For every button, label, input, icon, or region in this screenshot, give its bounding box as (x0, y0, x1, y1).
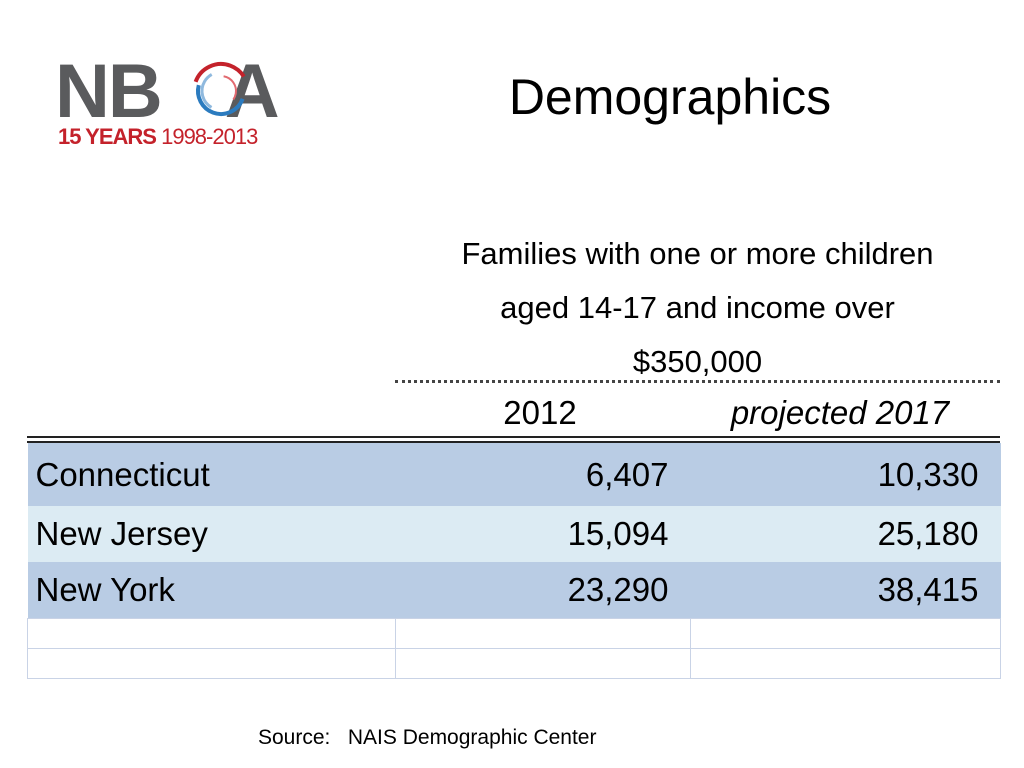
column-header-2012: 2012 (503, 394, 577, 431)
logo-wordmark-left: NB (55, 49, 163, 134)
value-2017-cell: 25,180 (690, 506, 1001, 562)
state-cell: Connecticut (27, 443, 396, 506)
column-header-projected-2017: projected 2017 (730, 394, 950, 431)
dotted-divider (395, 380, 1000, 383)
table-row: New York 23,290 38,415 (27, 562, 1001, 619)
logo-tagline: 15 YEARS 1998-2013 (58, 124, 258, 150)
empty-cell (690, 648, 1001, 679)
logo-ring-icon (192, 62, 250, 120)
empty-cell (27, 648, 396, 679)
logo-wordmark-right: A (224, 49, 280, 134)
caption-line-1: Families with one or more children (461, 236, 934, 271)
header-double-rule (27, 436, 1000, 443)
table-caption: Families with one or more children aged … (395, 227, 1000, 389)
value-2012-cell: 6,407 (395, 443, 691, 506)
state-cell: New York (27, 562, 396, 619)
logo-wordmark: NB A (55, 49, 280, 134)
value-2017-cell: 38,415 (690, 562, 1001, 619)
caption-line-2: aged 14-17 and income over (500, 290, 895, 325)
empty-row (27, 648, 1001, 679)
value-2012-cell: 15,094 (395, 506, 691, 562)
value-2012-cell: 23,290 (395, 562, 691, 619)
table-row: New Jersey 15,094 25,180 (27, 506, 1001, 562)
caption-line-3: $350,000 (632, 344, 763, 379)
logo-tagline-bold: 15 YEARS (58, 124, 157, 149)
logo-tagline-years: 1998-2013 (155, 124, 258, 149)
empty-cell (27, 618, 396, 649)
table-row: Connecticut 6,407 10,330 (27, 443, 1001, 506)
slide-title: Demographics (508, 69, 832, 125)
state-cell: New Jersey (27, 506, 396, 562)
empty-cell (395, 618, 691, 649)
source-note: Source: NAIS Demographic Center (258, 726, 597, 749)
empty-cell (690, 618, 1001, 649)
empty-row (27, 618, 1001, 649)
nboa-logo: NB A 15 YEARS 1998-2013 (55, 52, 285, 157)
value-2017-cell: 10,330 (690, 443, 1001, 506)
demographics-table: Connecticut 6,407 10,330 New Jersey 15,0… (27, 443, 1001, 679)
empty-cell (395, 648, 691, 679)
